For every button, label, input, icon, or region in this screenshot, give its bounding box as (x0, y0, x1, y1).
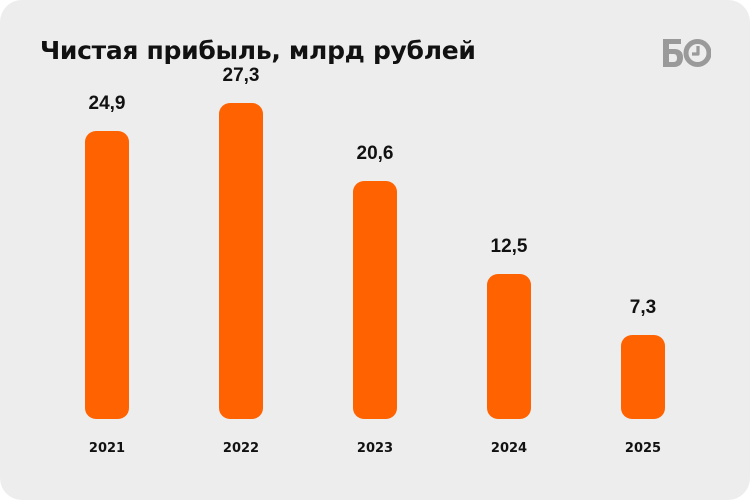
bar-2023: 20,6 (353, 143, 397, 419)
bar-rect (85, 131, 129, 419)
bar-2021: 24,9 (85, 93, 129, 419)
bar-2024: 12,5 (487, 236, 531, 419)
bar-2025: 7,3 (621, 297, 665, 419)
value-label: 7,3 (629, 297, 657, 318)
bar-rect (353, 181, 397, 419)
value-label: 20,6 (356, 143, 394, 164)
x-axis-label: 2021 (88, 441, 126, 456)
value-label: 24,9 (88, 93, 126, 114)
bo-logo (663, 39, 711, 67)
x-axis-label: 2025 (624, 441, 662, 456)
x-axis-label: 2022 (222, 441, 260, 456)
value-label: 27,3 (222, 65, 260, 86)
logo-letter-b-icon (663, 39, 683, 67)
clock-icon (683, 39, 711, 67)
bar-2022: 27,3 (219, 65, 263, 419)
chart-title: Чистая прибыль, млрд рублей (40, 36, 476, 65)
x-axis-label: 2023 (356, 441, 394, 456)
bar-rect (621, 335, 665, 419)
value-label: 12,5 (490, 236, 528, 257)
bar-rect (219, 103, 263, 419)
x-axis-label: 2024 (490, 441, 528, 456)
bar-rect (487, 274, 531, 419)
